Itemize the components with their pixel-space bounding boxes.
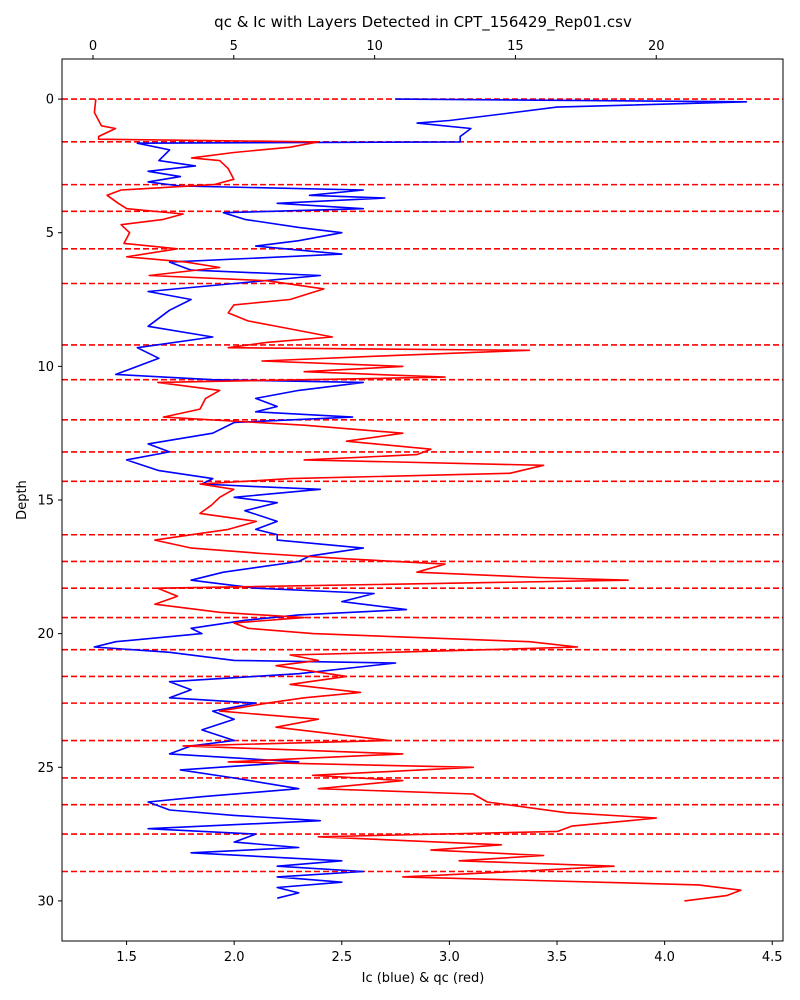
x-top-tick-label: 10 [366,39,383,54]
x-bottom-tick-label: 4.0 [654,950,675,965]
y-axis-label: Depth [15,480,30,520]
ic-series-line [93,98,748,899]
axes: 1.5 2.0 2.5 3.0 3.5 4.0 4.5 0 5 10 15 20 0 5 10 15 20 25 3… [37,39,782,965]
x-bottom-tick-label: 3.5 [547,950,568,965]
x-top-tick-label: 20 [648,39,665,54]
y-tick-label: 5 [46,226,54,241]
y-tick-label: 20 [37,627,54,642]
x-top-tick-label: 15 [507,39,524,54]
plot-area [62,98,783,902]
x-bottom-tick-label: 4.5 [762,950,783,965]
y-tick-label: 10 [37,360,54,375]
x-bottom-tick-label: 2.0 [224,950,245,965]
y-tick-label: 0 [46,93,54,108]
x-top-tick-label: 0 [89,39,97,54]
x-bottom-tick-label: 3.0 [439,950,460,965]
qc-series-line [93,99,742,902]
x-top-tick-label: 5 [230,39,238,54]
y-tick-label: 30 [37,894,54,909]
y-tick-label: 25 [37,761,54,776]
x-axis-label: Ic (blue) & qc (red) [362,971,485,986]
chart-title: qc & Ic with Layers Detected in CPT_1564… [214,13,632,32]
x-bottom-tick-label: 1.5 [116,950,137,965]
y-tick-label: 15 [37,494,54,509]
x-bottom-tick-label: 2.5 [331,950,352,965]
